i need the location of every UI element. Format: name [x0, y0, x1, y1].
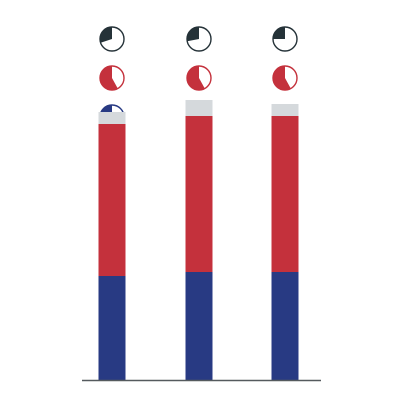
- pie-indicator-row-2-col-1: [99, 65, 125, 91]
- bar-segment-3-col-1: [98, 112, 126, 124]
- bar-segment-2-col-1: [98, 124, 126, 276]
- pie-indicator-row-1-col-3: [272, 26, 298, 52]
- pie-filled-slice: [186, 26, 199, 42]
- pie-indicator-row-1-col-1: [99, 26, 125, 52]
- bar-segment-1-col-1: [98, 276, 126, 380]
- pie-indicator-row-2-col-2: [186, 65, 212, 91]
- bar-segment-3-col-2: [185, 100, 213, 116]
- pie-filled-slice: [273, 66, 291, 90]
- bar-stacks: [98, 100, 299, 380]
- bar-segment-3-col-3: [271, 104, 299, 116]
- pie-filled-slice: [100, 66, 118, 90]
- bar-segment-1-col-3: [271, 272, 299, 380]
- bar-segment-2-col-3: [271, 116, 299, 272]
- pie-filled-slice: [187, 66, 205, 90]
- pie-indicator-row-1-col-2: [186, 26, 212, 52]
- pie-filled-slice: [273, 27, 285, 39]
- bar-segment-2-col-2: [185, 116, 213, 272]
- pie-filled-slice: [100, 27, 112, 43]
- pie-indicator-row-2-col-3: [272, 65, 298, 91]
- bar-segment-1-col-2: [185, 272, 213, 380]
